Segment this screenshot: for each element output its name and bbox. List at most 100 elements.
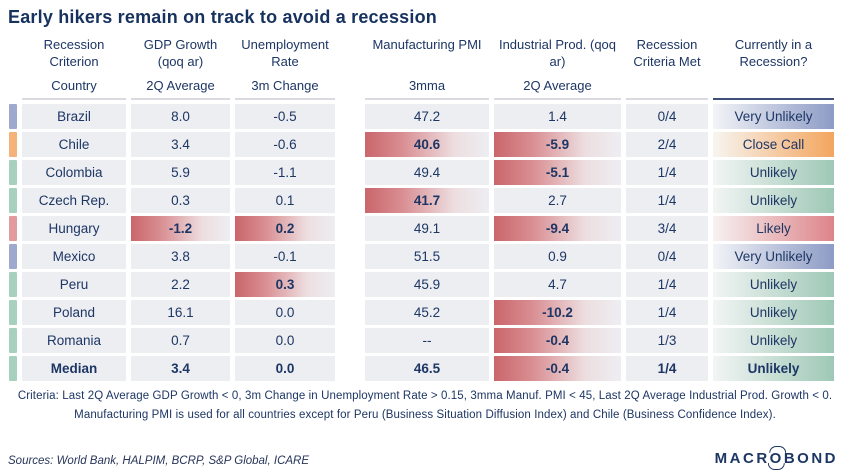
recession-verdict-cell: Unlikely [713,188,834,214]
unemployment-cell: 0.0 [235,356,335,382]
manufacturing-pmi-cell: 46.5 [365,356,489,382]
table-row: Czech Rep. 0.3 0.1 41.7 2.7 1/4 Unlikely [0,188,850,214]
criteria-met-cell: 1/4 [626,160,708,186]
table-row: Brazil 8.0 -0.5 47.2 1.4 0/4 Very Unlike… [0,104,850,130]
manufacturing-pmi-cell: 40.6 [365,132,489,158]
criteria-met-cell: 1/4 [626,356,708,382]
criteria-met-cell: 1/4 [626,272,708,298]
logo-text-right: BOND [783,450,838,467]
recession-verdict-cell: Very Unlikely [713,244,834,270]
industrial-prod-cell: 0.9 [494,244,621,270]
subheader-3mma: 3mma [365,78,489,101]
gdp-growth-cell: 3.4 [131,132,230,158]
row-color-indicator [9,328,17,354]
subheader-recession [713,78,834,101]
row-color-indicator [9,272,17,298]
unemployment-cell: 0.1 [235,188,335,214]
gdp-growth-cell: 0.7 [131,328,230,354]
macrobond-logo: MACROBOND [715,450,840,467]
unemployment-cell: -0.1 [235,244,335,270]
row-color-indicator [9,356,17,382]
unemployment-cell: -1.1 [235,160,335,186]
industrial-prod-cell: -0.4 [494,356,621,382]
row-color-indicator [9,132,17,158]
subheader-country: Country [22,78,126,101]
table-row: Colombia 5.9 -1.1 49.4 -5.1 1/4 Unlikely [0,160,850,186]
column-header-currently-recession: Currently in a Recession? [734,37,813,69]
column-header-gdp-growth: GDP Growth (qoq ar) [143,37,218,69]
manufacturing-pmi-cell: -- [365,328,489,354]
gdp-growth-cell: -1.2 [131,216,230,242]
industrial-prod-cell: -5.1 [494,160,621,186]
recession-table: Recession Criterion GDP Growth (qoq ar) … [0,37,850,382]
row-color-indicator [9,300,17,326]
table-body: Brazil 8.0 -0.5 47.2 1.4 0/4 Very Unlike… [0,104,850,382]
unemployment-cell: -0.5 [235,104,335,130]
table-subheaders: Country 2Q Average 3m Change 3mma 2Q Ave… [0,78,850,101]
recession-verdict-cell: Unlikely [713,300,834,326]
manufacturing-pmi-cell: 45.9 [365,272,489,298]
subheader-3m-change: 3m Change [235,78,335,101]
manufacturing-pmi-cell: 51.5 [365,244,489,270]
gdp-growth-cell: 0.3 [131,188,230,214]
recession-verdict-cell: Very Unlikely [713,104,834,130]
criteria-met-cell: 1/4 [626,188,708,214]
gdp-growth-cell: 8.0 [131,104,230,130]
industrial-prod-cell: -0.4 [494,328,621,354]
sources-text: Sources: World Bank, HALPIM, BCRP, S&P G… [8,455,310,467]
row-color-indicator [9,160,17,186]
table-row: Mexico 3.8 -0.1 51.5 0.9 0/4 Very Unlike… [0,244,850,270]
recession-verdict-cell: Likely [713,216,834,242]
recession-verdict-cell: Unlikely [713,328,834,354]
table-row: Peru 2.2 0.3 45.9 4.7 1/4 Unlikely [0,272,850,298]
row-color-indicator [9,188,17,214]
page-title: Early hikers remain on track to avoid a … [8,7,437,27]
country-cell: Brazil [22,104,126,130]
table-row: Median 3.4 0.0 46.5 -0.4 1/4 Unlikely [0,356,850,382]
industrial-prod-cell: 2.7 [494,188,621,214]
column-header-criteria-met: Recession Criteria Met [633,37,701,69]
manufacturing-pmi-cell: 45.2 [365,300,489,326]
unemployment-cell: -0.6 [235,132,335,158]
unemployment-cell: 0.2 [235,216,335,242]
table-row: Romania 0.7 0.0 -- -0.4 1/3 Unlikely [0,328,850,354]
subheader-gdp-2q-average: 2Q Average [131,78,230,101]
row-color-indicator [9,244,17,270]
industrial-prod-cell: -9.4 [494,216,621,242]
logo-text-left: MACR [714,450,770,467]
country-cell: Poland [22,300,126,326]
recession-verdict-cell: Unlikely [713,272,834,298]
criteria-met-cell: 1/4 [626,300,708,326]
table-row: Chile 3.4 -0.6 40.6 -5.9 2/4 Close Call [0,132,850,158]
country-cell: Mexico [22,244,126,270]
manufacturing-pmi-cell: 47.2 [365,104,489,130]
industrial-prod-cell: -10.2 [494,300,621,326]
manufacturing-pmi-cell: 49.4 [365,160,489,186]
bottom-bar: Sources: World Bank, HALPIM, BCRP, S&P G… [0,450,850,467]
manufacturing-pmi-cell: 49.1 [365,216,489,242]
recession-verdict-cell: Close Call [713,132,834,158]
column-header-recession-criterion: Recession Criterion [43,37,105,69]
gdp-growth-cell: 3.8 [131,244,230,270]
criteria-met-cell: 0/4 [626,104,708,130]
row-color-indicator [9,216,17,242]
criteria-footnote: Criteria: Last 2Q Average GDP Growth < 0… [17,390,833,403]
country-cell: Median [22,356,126,382]
row-color-indicator [9,104,17,130]
criteria-met-cell: 2/4 [626,132,708,158]
gdp-growth-cell: 2.2 [131,272,230,298]
industrial-prod-cell: 1.4 [494,104,621,130]
column-header-unemployment-rate: Unemployment Rate [241,37,329,69]
criteria-met-cell: 1/3 [626,328,708,354]
gdp-growth-cell: 5.9 [131,160,230,186]
country-cell: Chile [22,132,126,158]
gdp-growth-cell: 16.1 [131,300,230,326]
country-cell: Romania [22,328,126,354]
industrial-prod-cell: 4.7 [494,272,621,298]
table-header-groups: Recession Criterion GDP Growth (qoq ar) … [0,37,850,70]
country-cell: Hungary [22,216,126,242]
recession-verdict-cell: Unlikely [713,160,834,186]
unemployment-cell: 0.3 [235,272,335,298]
unemployment-cell: 0.0 [235,300,335,326]
